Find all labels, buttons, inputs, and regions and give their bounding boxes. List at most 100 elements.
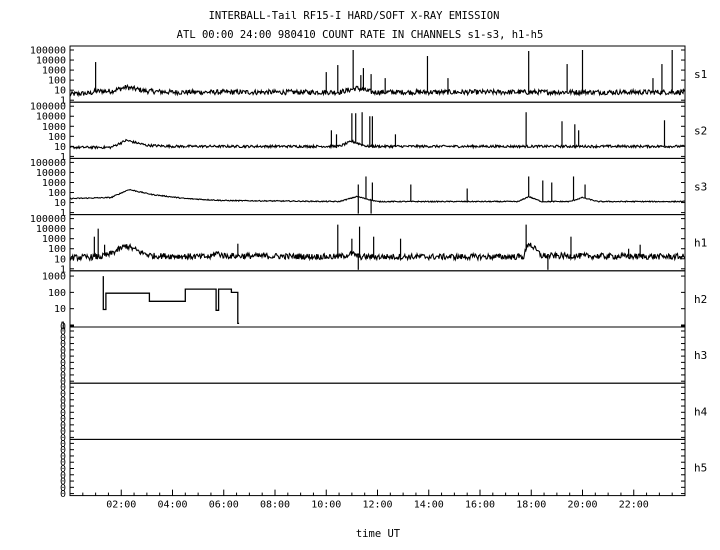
panel-h2: 1000 100 10 10 h2 bbox=[42, 270, 707, 333]
y-tick-label: 0 bbox=[60, 445, 66, 456]
y-tick-label: 0 bbox=[60, 464, 66, 475]
y-tick-label: 10000 bbox=[36, 112, 66, 123]
y-tick-label: 0 bbox=[60, 352, 66, 363]
panel-label-h4: h4 bbox=[694, 405, 708, 418]
chart-subtitle: ATL 00:00 24:00 980410 COUNT RATE IN CHA… bbox=[177, 29, 544, 41]
panel-frame bbox=[69, 382, 686, 440]
y-tick-label: 100 bbox=[48, 132, 66, 143]
y-tick-label: 0 bbox=[60, 477, 66, 488]
y-tick-label: 10 bbox=[54, 142, 66, 153]
series-line-s2 bbox=[69, 138, 686, 150]
y-tick-label: 0 bbox=[60, 370, 66, 381]
y-tick-label: 0 bbox=[60, 327, 66, 338]
panel-label-s3: s3 bbox=[694, 181, 707, 194]
y-tick-label: 1 bbox=[60, 321, 66, 332]
panel-frame bbox=[69, 438, 686, 497]
series-line-h2 bbox=[102, 276, 240, 325]
y-tick-label: 0 bbox=[60, 489, 66, 500]
y-tick-label: 0 bbox=[60, 483, 66, 494]
y-tick-label: 1000 bbox=[42, 272, 66, 283]
y-tick-label: 0 bbox=[60, 458, 66, 469]
y-tick-label: 0 bbox=[60, 395, 66, 406]
y-tick-label: 10000 bbox=[36, 168, 66, 179]
y-tick-label: 0 bbox=[60, 333, 66, 344]
panel-label-s2: s2 bbox=[694, 124, 707, 137]
y-tick-label: 0 bbox=[60, 408, 66, 419]
y-tick-label: 0 bbox=[60, 420, 66, 431]
y-tick-label: 100000 bbox=[30, 46, 66, 57]
x-tick-label: 18:00 bbox=[516, 500, 546, 511]
x-axis-title: time UT bbox=[356, 528, 401, 540]
panel-frame bbox=[69, 157, 686, 216]
panel-label-s1: s1 bbox=[694, 68, 707, 81]
x-tick-label: 14:00 bbox=[414, 500, 444, 511]
y-tick-label: 10 bbox=[54, 198, 66, 209]
y-tick-label: 1000 bbox=[42, 66, 66, 77]
chart-panels: 100000100001000100101s110000010000100010… bbox=[30, 45, 708, 500]
y-tick-label: 100 bbox=[48, 76, 66, 87]
panel-label-h5: h5 bbox=[694, 462, 707, 475]
x-tick-label: 20:00 bbox=[567, 500, 597, 511]
y-tick-label: 0 bbox=[60, 470, 66, 481]
panel-frame bbox=[69, 270, 686, 328]
panel-label-h2: h2 bbox=[694, 293, 707, 306]
y-tick-label: 0 bbox=[60, 414, 66, 425]
x-tick-label: 08:00 bbox=[260, 500, 290, 511]
y-tick-label: 0 bbox=[60, 427, 66, 438]
y-tick-label: 100 bbox=[48, 288, 66, 299]
x-tick-label: 16:00 bbox=[465, 500, 495, 511]
series-line-s1 bbox=[69, 83, 686, 98]
y-tick-label: 1000 bbox=[42, 122, 66, 133]
x-axis: 02:00 04:00 06:00 08:00 10:00 12:00 14:00 16:00… bbox=[69, 489, 686, 511]
y-tick-label: 0 bbox=[60, 439, 66, 450]
y-tick-label: 0 bbox=[60, 364, 66, 375]
y-tick-label: 0 bbox=[60, 358, 66, 369]
y-tick-label: 0 bbox=[60, 451, 66, 462]
panel-frame bbox=[69, 326, 686, 384]
x-tick-label: 12:00 bbox=[362, 500, 392, 511]
panel-label-h1: h1 bbox=[694, 237, 707, 250]
panel-frame bbox=[69, 101, 686, 159]
y-tick-label: 0 bbox=[60, 383, 66, 394]
y-tick-label: 1 bbox=[60, 96, 66, 107]
chart-title: INTERBALL-Tail RF15-I HARD/SOFT X-RAY EM… bbox=[209, 10, 500, 22]
y-tick-label: 10000 bbox=[36, 56, 66, 67]
x-tick-label: 06:00 bbox=[209, 500, 239, 511]
y-tick-label: 1 bbox=[60, 208, 66, 219]
y-tick-label: 0 bbox=[60, 339, 66, 350]
panel-label-h3: h3 bbox=[694, 349, 707, 362]
y-tick-label: 0 bbox=[60, 433, 66, 444]
x-tick-label: 04:00 bbox=[157, 500, 187, 511]
y-tick-label: 1000 bbox=[42, 178, 66, 189]
y-tick-label: 100000 bbox=[30, 214, 66, 225]
y-tick-label: 100000 bbox=[30, 102, 66, 113]
y-tick-label: 0 bbox=[60, 345, 66, 356]
y-tick-label: 1 bbox=[60, 264, 66, 275]
y-tick-label: 10 bbox=[54, 304, 66, 315]
y-tick-label: 100 bbox=[48, 244, 66, 255]
series-line-s3 bbox=[69, 188, 685, 203]
y-tick-label: 100 bbox=[48, 188, 66, 199]
y-tick-label: 10000 bbox=[36, 224, 66, 235]
x-tick-label: 22:00 bbox=[619, 500, 649, 511]
y-tick-label: 0 bbox=[60, 389, 66, 400]
panel-frame bbox=[69, 214, 686, 272]
x-tick-label: 10:00 bbox=[311, 500, 341, 511]
y-tick-label: 1000 bbox=[42, 234, 66, 245]
series-line-h1 bbox=[69, 242, 686, 263]
y-tick-label: 0 bbox=[60, 322, 66, 333]
y-tick-label: 0 bbox=[60, 402, 66, 413]
x-tick-label: 02:00 bbox=[106, 500, 136, 511]
y-tick-label: 10 bbox=[54, 86, 66, 97]
y-tick-label: 10 bbox=[54, 254, 66, 265]
y-tick-label: 0 bbox=[60, 377, 66, 388]
y-tick-label: 1 bbox=[60, 152, 66, 163]
